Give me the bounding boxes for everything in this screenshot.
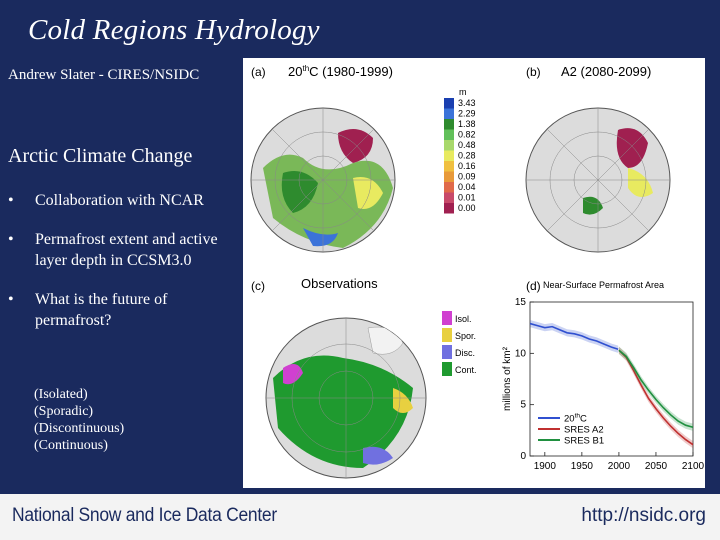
section-heading: Arctic Climate Change [8, 145, 193, 167]
bullet-text: What is the future of permafrost? [35, 291, 168, 329]
depth-value: 0.82 [458, 130, 476, 140]
series-line [529, 322, 619, 350]
bullet-item: • What is the future of permafrost? [8, 289, 240, 331]
obs-swatch-isol [442, 311, 452, 325]
bullet-list: • Collaboration with NCAR • Permafrost e… [8, 190, 240, 349]
depth-value: 0.09 [458, 172, 476, 182]
figure-svg: (a) 20thC (1980-1999) m 3.432.291.380.82… [250, 64, 705, 479]
chart-frame [529, 301, 694, 457]
bullet-text: Permafrost extent and active layer depth… [35, 231, 218, 269]
bullet-symbol: • [8, 291, 14, 308]
depth-swatch [444, 203, 454, 214]
organization-name: National Snow and Ice Data Center [12, 505, 277, 526]
depth-value: 0.01 [458, 193, 476, 203]
panel-c-title: Observations [301, 276, 378, 291]
x-tick-label: 2050 [645, 461, 668, 472]
panel-a-label: (a) [251, 65, 266, 79]
depth-value: 0.00 [458, 203, 476, 213]
obs-label-disc: Disc. [455, 348, 475, 358]
depth-swatch [444, 140, 454, 151]
series-band [530, 319, 619, 353]
class-sporadic: (Sporadic) [34, 404, 94, 419]
observation-legend: Isol. Spor. Disc. Cont. [442, 311, 477, 376]
depth-swatch [444, 161, 454, 172]
panel-b-label: (b) [526, 65, 541, 79]
panel-a-title: 20thC (1980-1999) [288, 64, 393, 79]
depth-swatch [444, 192, 454, 203]
series-band [618, 346, 693, 431]
depth-value: 0.28 [458, 151, 476, 161]
obs-label-spor: Spor. [455, 331, 476, 341]
depth-color-scale: m 3.432.291.380.820.480.280.160.090.040.… [444, 87, 476, 214]
depth-value: 0.16 [458, 161, 476, 171]
x-tick-label: 1950 [571, 461, 594, 472]
depth-swatch [444, 108, 454, 119]
permafrost-class-list: (Isolated) (Sporadic) (Discontinuous) (C… [34, 386, 124, 454]
obs-swatch-spor [442, 328, 452, 342]
obs-swatch-cont [442, 362, 452, 376]
depth-value: 2.29 [458, 109, 476, 119]
depth-swatch [444, 98, 454, 109]
panel-b-title: A2 (2080-2099) [561, 64, 651, 79]
depth-swatch [444, 129, 454, 140]
chart-title: Near-Surface Permafrost Area [543, 280, 664, 290]
footer-bar: National Snow and Ice Data Center http:/… [0, 494, 720, 540]
depth-value: 1.38 [458, 119, 476, 129]
panel-c-label: (c) [251, 279, 265, 293]
x-tick-label: 1900 [534, 461, 557, 472]
bullet-symbol: • [8, 231, 14, 248]
depth-value: 0.48 [458, 140, 476, 150]
footer-url[interactable]: http://nsidc.org [581, 505, 706, 526]
permafrost-area-chart: 1900 1950 2000 2050 2100 0 5 10 15 millions of km… [502, 297, 705, 472]
polar-map-a [250, 107, 396, 253]
y-tick-label: 0 [520, 451, 526, 462]
y-axis-label: millions of km² [502, 346, 513, 411]
y-tick-label: 5 [520, 400, 526, 411]
depth-swatch [444, 171, 454, 182]
class-isolated: (Isolated) [34, 387, 88, 402]
depth-value: 0.04 [458, 182, 476, 192]
legend-label: SRES A2 [564, 425, 604, 436]
class-discontinuous: (Discontinuous) [34, 421, 125, 436]
depth-swatch [444, 182, 454, 193]
series-line [618, 349, 694, 429]
obs-label-isol: Isol. [455, 314, 472, 324]
depth-value: 3.43 [458, 98, 476, 108]
author-name: Andrew Slater - CIRES/NSIDC [8, 67, 200, 83]
depth-swatch [444, 150, 454, 161]
bullet-symbol: • [8, 192, 14, 209]
panel-d-label: (d) [526, 279, 541, 293]
legend-label: 20thC [564, 413, 587, 425]
bullet-text: Collaboration with NCAR [35, 192, 204, 209]
y-tick-label: 15 [515, 297, 527, 308]
series-line [618, 349, 694, 446]
legend-label: SRES B1 [564, 436, 604, 447]
x-tick-label: 2000 [608, 461, 631, 472]
polar-map-b [525, 107, 671, 253]
class-continuous: (Continuous) [34, 438, 108, 453]
depth-swatch [444, 119, 454, 130]
obs-swatch-disc [442, 345, 452, 359]
obs-label-cont: Cont. [455, 365, 477, 375]
slide-title: Cold Regions Hydrology [28, 14, 320, 46]
polar-map-c [265, 317, 427, 479]
figure-panel: (a) 20thC (1980-1999) m 3.43 2.29 1.38 0.82… [243, 58, 705, 488]
y-tick-label: 10 [515, 348, 527, 359]
bullet-item: • Permafrost extent and active layer dep… [8, 229, 240, 271]
depth-unit: m [459, 87, 467, 97]
bullet-item: • Collaboration with NCAR [8, 190, 240, 211]
x-tick-label: 2100 [682, 461, 705, 472]
